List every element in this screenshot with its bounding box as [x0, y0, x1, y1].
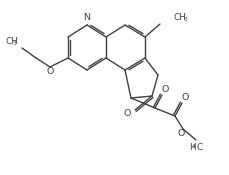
Text: O: O [177, 130, 184, 138]
Text: H: H [188, 144, 195, 152]
Text: O: O [123, 110, 130, 118]
Text: N: N [83, 13, 90, 23]
Text: O: O [180, 93, 188, 101]
Text: 3: 3 [190, 144, 194, 149]
Text: C: C [196, 144, 202, 152]
Text: 3: 3 [13, 41, 16, 46]
Text: 3: 3 [182, 17, 186, 22]
Text: CH: CH [5, 37, 18, 47]
Text: O: O [161, 86, 168, 95]
Text: O: O [46, 68, 53, 76]
Text: CH: CH [173, 13, 186, 23]
